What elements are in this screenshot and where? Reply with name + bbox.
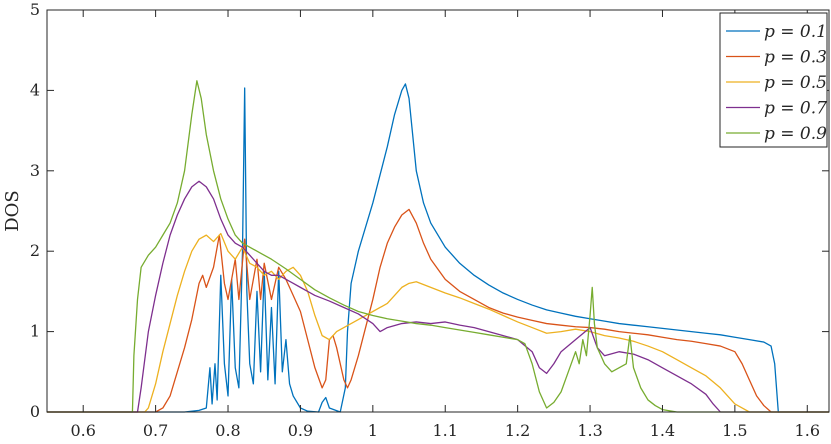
x-tick-label: 1 xyxy=(368,421,378,439)
series-line-2 xyxy=(47,232,829,413)
x-tick-label: 0.6 xyxy=(70,421,95,439)
series-line-4 xyxy=(47,80,829,413)
axes-box xyxy=(46,9,830,413)
series-layer xyxy=(47,80,829,413)
y-tick-label: 1 xyxy=(30,322,40,341)
y-tick-label: 5 xyxy=(30,0,40,19)
series-line-0 xyxy=(47,83,829,413)
y-tick-label: 0 xyxy=(30,402,40,421)
x-tick-label: 0.9 xyxy=(288,421,313,439)
y-axis-label: DOS xyxy=(2,190,23,232)
x-tick-label: 1.1 xyxy=(433,421,458,439)
x-tick-label: 0.8 xyxy=(215,421,240,439)
y-tick-label: 4 xyxy=(30,80,40,99)
x-tick-label: 1.4 xyxy=(650,421,675,439)
series-line-3 xyxy=(47,180,829,413)
plot-background xyxy=(47,10,829,412)
legend-label-0: p = 0.1 xyxy=(764,22,827,42)
legend-label-3: p = 0.7 xyxy=(764,99,827,119)
series-line-1 xyxy=(47,208,829,413)
y-tick-label: 3 xyxy=(30,161,40,180)
legend: p = 0.1 p = 0.3 p = 0.5 p = 0.7 p = 0.9 xyxy=(719,12,828,148)
x-tick-label: 1.6 xyxy=(795,421,820,439)
x-tick-label: 1.3 xyxy=(577,421,602,439)
x-tick-label: 1.2 xyxy=(505,421,530,439)
legend-label-2: p = 0.5 xyxy=(764,73,827,93)
legend-label-4: p = 0.9 xyxy=(764,124,827,144)
y-tick-label: 2 xyxy=(30,241,40,260)
x-tick-label: 1.5 xyxy=(722,421,747,439)
legend-box xyxy=(719,12,828,148)
tick-layer: 0.6 0.7 0.8 0.9 1 1.1 1.2 1.3 1.4 1.5 1.6 0 1 2 3 4 5 xyxy=(30,0,829,440)
x-tick-label: 0.7 xyxy=(143,421,168,439)
legend-label-1: p = 0.3 xyxy=(764,48,827,68)
